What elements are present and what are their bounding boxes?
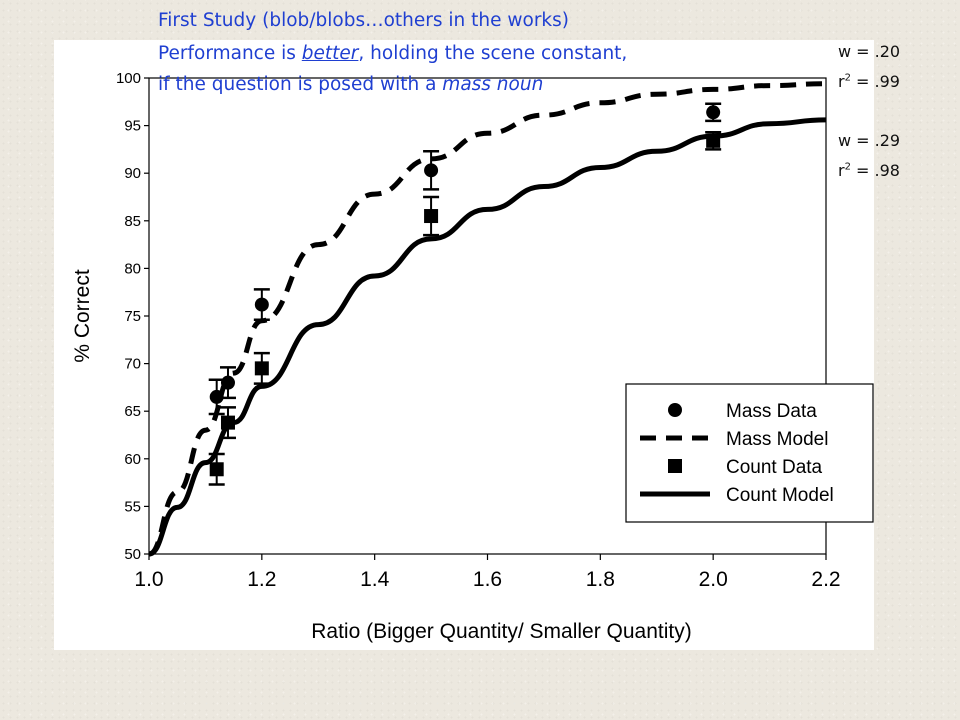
- y-tick-label: 90: [124, 165, 141, 182]
- count-fit-w: w = .29: [838, 131, 901, 150]
- mass-fit-r2-exponent: 2: [844, 72, 851, 84]
- y-tick-label: 60: [124, 451, 141, 468]
- chart-svg: 50 55 60 65 70 75 80 85 90 95 100 1.0 1.2 1.4 1.6 1.8 2.…: [71, 70, 874, 643]
- x-axis-label: Ratio (Bigger Quantity/ Smaller Quantity…: [311, 620, 691, 643]
- chart-panel: 50 55 60 65 70 75 80 85 90 95 100 1.0 1.2 1.4 1.6 1.8 2.…: [54, 40, 874, 650]
- count-data-point: [706, 133, 721, 148]
- legend-box: [625, 383, 874, 523]
- mass-data-point: [706, 105, 721, 120]
- count-fit-r2-exponent: 2: [844, 161, 851, 173]
- count-fit-r2: r2 = .98: [838, 161, 900, 180]
- y-axis-label: % Correct: [71, 269, 94, 363]
- headline-line-3: if the question is posed with a mass nou…: [158, 74, 543, 95]
- count-fit-r2-value: = .98: [850, 161, 900, 180]
- y-tick-label: 100: [116, 70, 141, 87]
- legend-swatch-count-data: [668, 459, 682, 473]
- count-fit-r2-symbol: r: [838, 161, 845, 180]
- y-tick-label: 50: [124, 546, 141, 563]
- y-tick-label: 65: [124, 403, 141, 420]
- x-tick-label: 1.4: [360, 568, 390, 591]
- headline-line-1: First Study (blob/blobs…others in the wo…: [158, 10, 570, 31]
- y-tick-label: 75: [124, 308, 141, 325]
- mass-fit-r2-symbol: r: [838, 72, 845, 91]
- count-data-point: [424, 209, 439, 224]
- x-tick-label: 1.2: [247, 568, 276, 591]
- legend-label-count-data: Count Data: [726, 457, 823, 478]
- headline-emphasis-mass-noun: mass noun: [442, 74, 544, 95]
- headline-line-2-start: Performance is: [158, 43, 302, 64]
- legend-label-count-model: Count Model: [726, 485, 834, 506]
- y-tick-label: 70: [124, 356, 141, 373]
- legend-swatch-mass-data: [668, 403, 682, 417]
- mass-fit-r2: r2 = .99: [838, 72, 900, 91]
- x-tick-label: 1.8: [586, 568, 615, 591]
- y-tick-label: 95: [124, 118, 141, 135]
- y-tick-label: 80: [124, 260, 141, 277]
- mass-data-point: [209, 389, 224, 404]
- mass-fit-w: w = .20: [838, 42, 901, 61]
- mass-data-point: [424, 163, 439, 178]
- x-tick-label: 1.0: [134, 568, 163, 591]
- headline-line-2-end: , holding the scene constant,: [358, 43, 628, 64]
- x-tick-label: 2.2: [811, 568, 840, 591]
- headline-emphasis-better: better: [301, 43, 359, 64]
- legend-label-mass-data: Mass Data: [726, 401, 817, 422]
- mass-data-point: [254, 297, 269, 312]
- legend-label-mass-model: Mass Model: [726, 429, 828, 450]
- count-data-point: [254, 361, 269, 376]
- mass-fit-r2-value: = .99: [850, 72, 900, 91]
- y-tick-label: 85: [124, 213, 141, 230]
- headline-line-3-start: if the question is posed with a: [158, 74, 443, 95]
- x-tick-label: 1.6: [473, 568, 502, 591]
- x-tick-label: 2.0: [699, 568, 728, 591]
- count-data-point: [209, 462, 224, 477]
- mass-data-point: [220, 375, 235, 390]
- y-tick-label: 55: [124, 498, 141, 515]
- headline-line-2: Performance is better, holding the scene…: [158, 43, 627, 64]
- count-data-point: [220, 415, 235, 430]
- count-model-curve: [148, 117, 827, 557]
